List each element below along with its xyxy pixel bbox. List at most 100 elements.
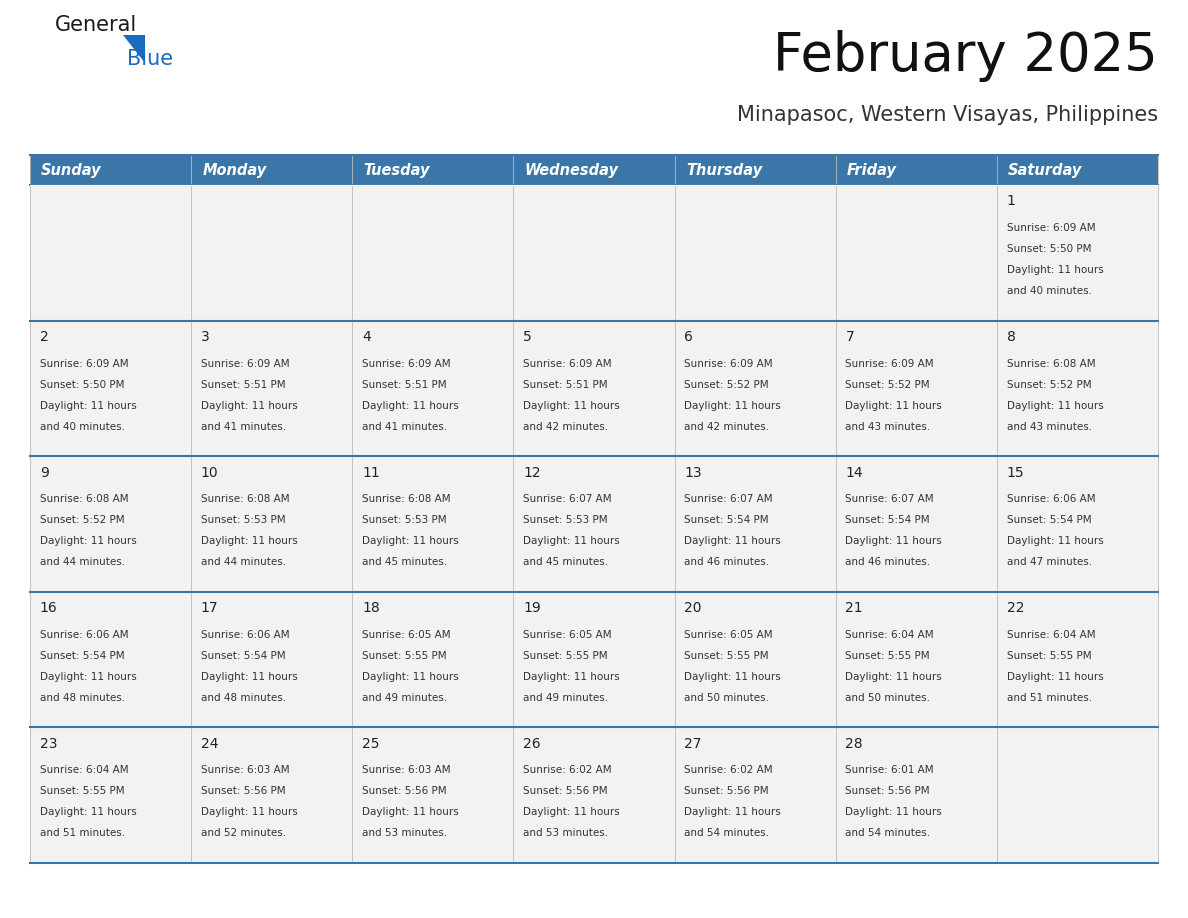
Text: 9: 9 xyxy=(39,465,49,480)
Text: Sunset: 5:53 PM: Sunset: 5:53 PM xyxy=(201,515,285,525)
Text: and 43 minutes.: and 43 minutes. xyxy=(846,421,930,431)
Text: Sunrise: 6:05 AM: Sunrise: 6:05 AM xyxy=(523,630,612,640)
Text: and 41 minutes.: and 41 minutes. xyxy=(362,421,447,431)
Text: 2: 2 xyxy=(39,330,49,344)
Text: Sunrise: 6:09 AM: Sunrise: 6:09 AM xyxy=(201,359,290,368)
Bar xyxy=(675,155,835,185)
Text: Sunrise: 6:04 AM: Sunrise: 6:04 AM xyxy=(846,630,934,640)
Text: Sunset: 5:53 PM: Sunset: 5:53 PM xyxy=(523,515,608,525)
Bar xyxy=(30,185,191,320)
Text: and 51 minutes.: and 51 minutes. xyxy=(1006,693,1092,703)
Text: Sunset: 5:51 PM: Sunset: 5:51 PM xyxy=(201,379,285,389)
Text: Sunrise: 6:03 AM: Sunrise: 6:03 AM xyxy=(362,766,450,776)
Text: Sunrise: 6:08 AM: Sunrise: 6:08 AM xyxy=(39,494,128,504)
Text: 22: 22 xyxy=(1006,601,1024,615)
Bar xyxy=(997,727,1158,863)
Text: Sunset: 5:54 PM: Sunset: 5:54 PM xyxy=(684,515,769,525)
Text: Daylight: 11 hours: Daylight: 11 hours xyxy=(1006,536,1104,546)
Text: Sunset: 5:51 PM: Sunset: 5:51 PM xyxy=(362,379,447,389)
Text: and 50 minutes.: and 50 minutes. xyxy=(684,693,770,703)
Text: 8: 8 xyxy=(1006,330,1016,344)
Text: and 53 minutes.: and 53 minutes. xyxy=(523,828,608,838)
Text: Sunset: 5:56 PM: Sunset: 5:56 PM xyxy=(846,787,930,797)
Text: 5: 5 xyxy=(523,330,532,344)
Text: Daylight: 11 hours: Daylight: 11 hours xyxy=(1006,265,1104,275)
Text: Daylight: 11 hours: Daylight: 11 hours xyxy=(362,672,459,682)
Bar xyxy=(513,592,675,727)
Text: 18: 18 xyxy=(362,601,380,615)
Bar xyxy=(997,592,1158,727)
Bar xyxy=(30,727,191,863)
Text: 7: 7 xyxy=(846,330,854,344)
Text: Saturday: Saturday xyxy=(1009,162,1082,177)
Text: Sunset: 5:53 PM: Sunset: 5:53 PM xyxy=(362,515,447,525)
Text: Daylight: 11 hours: Daylight: 11 hours xyxy=(523,672,620,682)
Text: Sunrise: 6:09 AM: Sunrise: 6:09 AM xyxy=(684,359,773,368)
Text: 28: 28 xyxy=(846,737,862,751)
Text: Blue: Blue xyxy=(127,49,173,69)
Text: Daylight: 11 hours: Daylight: 11 hours xyxy=(523,400,620,410)
Text: 20: 20 xyxy=(684,601,702,615)
Text: and 42 minutes.: and 42 minutes. xyxy=(684,421,770,431)
Text: 25: 25 xyxy=(362,737,379,751)
Text: Sunset: 5:55 PM: Sunset: 5:55 PM xyxy=(684,651,769,661)
Bar xyxy=(997,185,1158,320)
Text: Wednesday: Wednesday xyxy=(525,162,619,177)
Text: Sunrise: 6:05 AM: Sunrise: 6:05 AM xyxy=(362,630,450,640)
Text: Daylight: 11 hours: Daylight: 11 hours xyxy=(684,536,781,546)
Bar xyxy=(835,727,997,863)
Text: Sunrise: 6:09 AM: Sunrise: 6:09 AM xyxy=(1006,223,1095,233)
Text: 24: 24 xyxy=(201,737,219,751)
Text: and 45 minutes.: and 45 minutes. xyxy=(362,557,447,567)
Text: Daylight: 11 hours: Daylight: 11 hours xyxy=(523,536,620,546)
Text: Daylight: 11 hours: Daylight: 11 hours xyxy=(201,400,297,410)
Text: Sunrise: 6:07 AM: Sunrise: 6:07 AM xyxy=(684,494,773,504)
Text: Sunrise: 6:04 AM: Sunrise: 6:04 AM xyxy=(1006,630,1095,640)
Text: Sunset: 5:54 PM: Sunset: 5:54 PM xyxy=(39,651,125,661)
Text: Sunset: 5:55 PM: Sunset: 5:55 PM xyxy=(523,651,608,661)
Text: and 48 minutes.: and 48 minutes. xyxy=(39,693,125,703)
Text: and 49 minutes.: and 49 minutes. xyxy=(362,693,447,703)
Bar xyxy=(513,727,675,863)
Text: Sunrise: 6:06 AM: Sunrise: 6:06 AM xyxy=(39,630,128,640)
Text: Sunrise: 6:08 AM: Sunrise: 6:08 AM xyxy=(362,494,450,504)
Bar xyxy=(30,592,191,727)
Text: Sunset: 5:52 PM: Sunset: 5:52 PM xyxy=(39,515,125,525)
Text: Daylight: 11 hours: Daylight: 11 hours xyxy=(846,536,942,546)
Text: 4: 4 xyxy=(362,330,371,344)
Text: 6: 6 xyxy=(684,330,693,344)
Text: and 47 minutes.: and 47 minutes. xyxy=(1006,557,1092,567)
Bar xyxy=(513,155,675,185)
Text: Sunset: 5:52 PM: Sunset: 5:52 PM xyxy=(846,379,930,389)
Text: Daylight: 11 hours: Daylight: 11 hours xyxy=(201,536,297,546)
Text: Sunset: 5:50 PM: Sunset: 5:50 PM xyxy=(1006,244,1091,254)
Text: Daylight: 11 hours: Daylight: 11 hours xyxy=(39,536,137,546)
Text: Sunset: 5:55 PM: Sunset: 5:55 PM xyxy=(39,787,125,797)
Text: Sunrise: 6:07 AM: Sunrise: 6:07 AM xyxy=(846,494,934,504)
Text: 21: 21 xyxy=(846,601,862,615)
Bar xyxy=(513,185,675,320)
Text: Daylight: 11 hours: Daylight: 11 hours xyxy=(846,400,942,410)
Text: Sunrise: 6:04 AM: Sunrise: 6:04 AM xyxy=(39,766,128,776)
Text: Sunset: 5:55 PM: Sunset: 5:55 PM xyxy=(1006,651,1091,661)
Text: and 50 minutes.: and 50 minutes. xyxy=(846,693,930,703)
Text: 3: 3 xyxy=(201,330,209,344)
Bar xyxy=(30,456,191,592)
Bar xyxy=(997,320,1158,456)
Text: Daylight: 11 hours: Daylight: 11 hours xyxy=(39,400,137,410)
Text: 15: 15 xyxy=(1006,465,1024,480)
Text: Sunrise: 6:02 AM: Sunrise: 6:02 AM xyxy=(684,766,773,776)
Bar xyxy=(997,456,1158,592)
Text: and 41 minutes.: and 41 minutes. xyxy=(201,421,286,431)
Text: Sunrise: 6:02 AM: Sunrise: 6:02 AM xyxy=(523,766,612,776)
Text: Sunrise: 6:01 AM: Sunrise: 6:01 AM xyxy=(846,766,934,776)
Text: Sunset: 5:54 PM: Sunset: 5:54 PM xyxy=(201,651,285,661)
Bar xyxy=(675,320,835,456)
Text: Sunset: 5:54 PM: Sunset: 5:54 PM xyxy=(1006,515,1091,525)
Text: Sunset: 5:56 PM: Sunset: 5:56 PM xyxy=(523,787,608,797)
Text: Daylight: 11 hours: Daylight: 11 hours xyxy=(684,672,781,682)
Text: Daylight: 11 hours: Daylight: 11 hours xyxy=(39,672,137,682)
Polygon shape xyxy=(124,35,145,63)
Text: Sunrise: 6:03 AM: Sunrise: 6:03 AM xyxy=(201,766,290,776)
Text: Monday: Monday xyxy=(202,162,266,177)
